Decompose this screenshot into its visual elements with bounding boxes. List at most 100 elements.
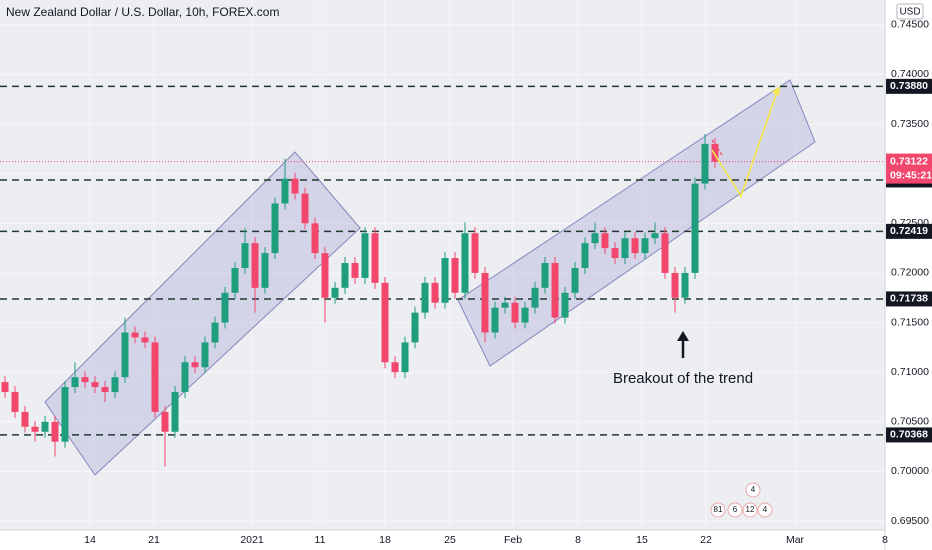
- candle-body: [321, 253, 329, 298]
- candle-body: [251, 243, 259, 288]
- candle-body: [631, 238, 639, 254]
- level-label: 0.72419: [890, 225, 928, 237]
- annotation-arrowhead: [677, 331, 689, 341]
- last-price-box: [886, 153, 932, 184]
- candle-body: [661, 233, 669, 273]
- x-tick-label: 15: [636, 534, 648, 546]
- candle-body: [571, 267, 579, 293]
- candle-body: [51, 421, 59, 442]
- candle-body: [421, 282, 429, 313]
- candle-body: [151, 342, 159, 412]
- event-badge: [742, 502, 758, 518]
- event-badge: [745, 482, 761, 498]
- y-tick-label: 0.70000: [891, 465, 929, 477]
- candle-body: [601, 233, 609, 249]
- candle-body: [431, 282, 439, 303]
- y-tick-label: 0.74500: [891, 19, 929, 31]
- candle-body: [121, 332, 129, 378]
- candle-body: [191, 362, 199, 368]
- x-tick-label: Mar: [786, 534, 805, 546]
- candle-body: [711, 143, 719, 162]
- y-tick-label: 0.73500: [891, 118, 929, 130]
- candles: [1, 133, 719, 467]
- y-tick-label: 0.69500: [891, 515, 929, 527]
- candle-body: [691, 183, 699, 273]
- x-tick-label: Feb: [504, 534, 522, 546]
- candle-body: [611, 248, 619, 259]
- candle-body: [521, 307, 529, 323]
- candle-body: [81, 377, 89, 383]
- candle-body: [311, 223, 319, 254]
- level-label: 0.71738: [890, 293, 928, 305]
- candle-body: [471, 233, 479, 273]
- level-label: 0.73880: [890, 80, 928, 92]
- candle-body: [351, 263, 359, 278]
- candle-body: [131, 332, 139, 338]
- event-badge-label: 12: [746, 505, 755, 514]
- candle-body: [581, 243, 589, 268]
- candle-body: [361, 233, 369, 278]
- candle-body: [371, 233, 379, 283]
- y-tick-label: 0.71000: [891, 366, 929, 378]
- pullback-path: [711, 139, 723, 156]
- currency: USD: [899, 7, 920, 18]
- candle-body: [231, 267, 239, 293]
- trend-channel: [44, 151, 361, 476]
- candle-body: [141, 337, 149, 343]
- x-tick-label: 8: [575, 534, 581, 546]
- y-tick-label: 0.71500: [891, 316, 929, 328]
- x-tick-label: 21: [148, 534, 160, 546]
- candle-body: [31, 426, 39, 432]
- candle-body: [1, 382, 9, 393]
- candle-body: [161, 411, 169, 432]
- event-badges: 4 81 6 12 4: [710, 482, 773, 518]
- candle-body: [701, 143, 709, 184]
- candle-body: [481, 272, 489, 333]
- candle-body: [291, 178, 299, 194]
- level-label-box: [886, 223, 932, 239]
- candle-body: [641, 238, 649, 254]
- candle-body: [541, 263, 549, 288]
- candle-body: [61, 387, 69, 442]
- chart-title: New Zealand Dollar / U.S. Dollar, 10h, F…: [6, 5, 279, 19]
- candle-body: [221, 292, 229, 323]
- x-tick-label: 18: [379, 534, 391, 546]
- y-tick-label: 0.70500: [891, 416, 929, 428]
- trend-channel: [457, 79, 816, 367]
- candle-body: [461, 233, 469, 293]
- candle-body: [201, 342, 209, 368]
- candle-body: [441, 258, 449, 303]
- candle-body: [501, 302, 509, 308]
- currency-box[interactable]: [896, 3, 924, 20]
- candle-body: [381, 282, 389, 363]
- x-tick-label: 11: [315, 534, 326, 546]
- event-badge-label: 4: [763, 505, 768, 514]
- candle-body: [41, 421, 49, 432]
- candle-body: [181, 362, 189, 393]
- event-badge: [757, 502, 773, 518]
- candle-body: [11, 392, 19, 412]
- event-badge: [727, 502, 743, 518]
- candle-body: [301, 193, 309, 224]
- candle-body: [281, 178, 289, 204]
- event-badge: [710, 502, 726, 518]
- x-tick-label: 14: [84, 534, 96, 546]
- candle-body: [401, 342, 409, 373]
- countdown: 09:45:21: [890, 169, 932, 181]
- projection-arrowhead: [772, 86, 780, 96]
- level-label-box: [886, 291, 932, 307]
- projection-path: [711, 88, 779, 198]
- candle-body: [561, 292, 569, 318]
- candle-body: [171, 392, 179, 432]
- candle-body: [101, 387, 109, 393]
- x-tick-label: 22: [700, 534, 712, 546]
- candle-body: [111, 377, 119, 393]
- x-tick-label: 8: [882, 534, 888, 546]
- annotation: Breakout of the trend: [613, 370, 753, 387]
- candle-body: [451, 258, 459, 293]
- x-tick-label: 25: [444, 534, 456, 546]
- candle-body: [411, 312, 419, 343]
- candle-body: [21, 411, 29, 427]
- event-badge-label: 81: [714, 505, 723, 514]
- candle-body: [391, 362, 399, 373]
